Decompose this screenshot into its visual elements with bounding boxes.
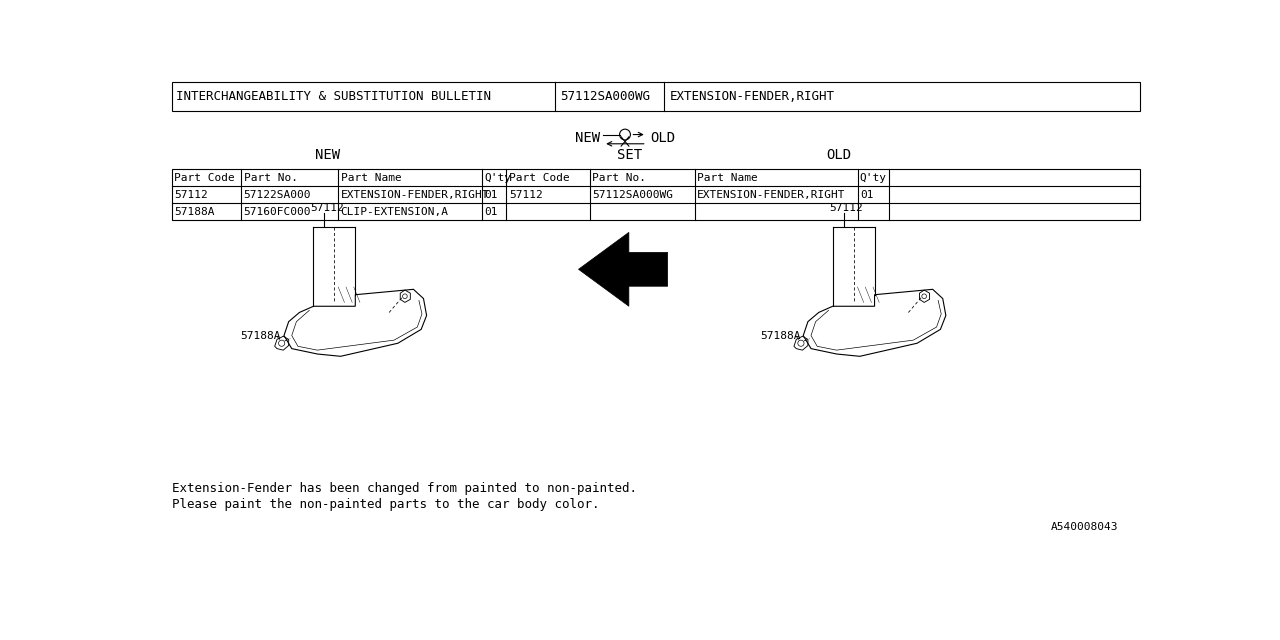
Text: CLIP-EXTENSION,A: CLIP-EXTENSION,A <box>340 207 448 216</box>
Text: Q'ty: Q'ty <box>484 173 511 182</box>
Text: 57188A: 57188A <box>760 332 800 341</box>
Text: 57112: 57112 <box>829 203 863 212</box>
Text: 57112SA000WG: 57112SA000WG <box>593 189 673 200</box>
Text: Part Code: Part Code <box>508 173 570 182</box>
Bar <box>172 169 1140 220</box>
Text: OLD: OLD <box>827 148 851 163</box>
Text: 57160FC000: 57160FC000 <box>243 207 311 216</box>
Text: 01: 01 <box>484 189 498 200</box>
Text: 57122SA000: 57122SA000 <box>243 189 311 200</box>
Text: 57112: 57112 <box>508 189 543 200</box>
Text: 57188A: 57188A <box>174 207 215 216</box>
Text: Part Name: Part Name <box>340 173 402 182</box>
Text: 01: 01 <box>484 207 498 216</box>
Text: EXTENSION-FENDER,RIGHT: EXTENSION-FENDER,RIGHT <box>669 90 835 103</box>
Text: OLD: OLD <box>650 131 675 145</box>
Text: INTERCHANGEABILITY & SUBSTITUTION BULLETIN: INTERCHANGEABILITY & SUBSTITUTION BULLET… <box>177 90 492 103</box>
Text: SET: SET <box>617 148 643 161</box>
Text: EXTENSION-FENDER,RIGHT: EXTENSION-FENDER,RIGHT <box>698 189 846 200</box>
Text: Q'ty: Q'ty <box>860 173 887 182</box>
Text: A540008043: A540008043 <box>1051 522 1119 532</box>
Text: NEW: NEW <box>315 148 340 163</box>
Text: 57188A: 57188A <box>241 332 282 341</box>
Text: Part No.: Part No. <box>593 173 646 182</box>
Text: Extension-Fender has been changed from painted to non-painted.: Extension-Fender has been changed from p… <box>172 483 636 495</box>
Text: Please paint the non-painted parts to the car body color.: Please paint the non-painted parts to th… <box>172 498 599 511</box>
Text: Part No.: Part No. <box>243 173 298 182</box>
Bar <box>172 82 1140 111</box>
Text: 57112SA000WG: 57112SA000WG <box>559 90 650 103</box>
Text: 57112: 57112 <box>310 203 344 212</box>
Text: 57112: 57112 <box>174 189 207 200</box>
Text: Part Code: Part Code <box>174 173 234 182</box>
Text: Part Name: Part Name <box>698 173 758 182</box>
Polygon shape <box>579 232 668 307</box>
Text: NEW: NEW <box>575 131 600 145</box>
Text: 01: 01 <box>860 189 873 200</box>
Text: EXTENSION-FENDER,RIGHT: EXTENSION-FENDER,RIGHT <box>340 189 489 200</box>
